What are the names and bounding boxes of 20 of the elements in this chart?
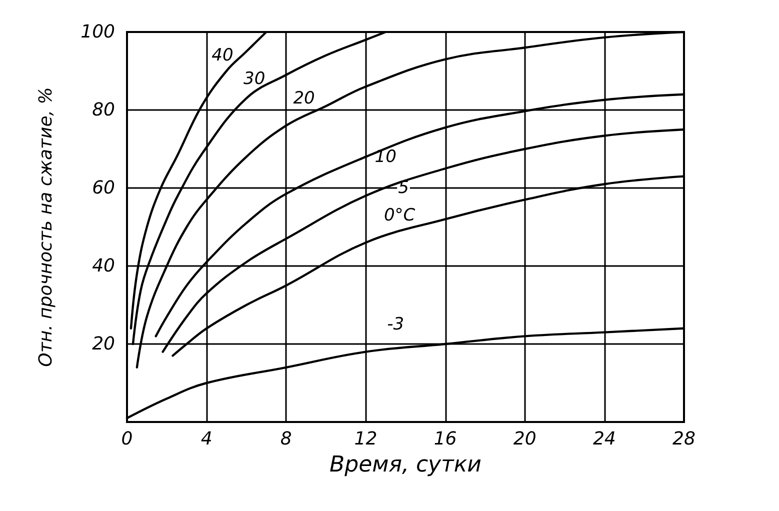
y-tick-label: 100 [80, 22, 115, 42]
y-axis-title: Отн. прочность на сжатие, % [36, 87, 56, 367]
x-axis-title: Время, сутки [330, 452, 482, 478]
x-tick-label: 12 [354, 428, 378, 450]
x-tick-label: 20 [513, 428, 536, 450]
y-tick-label: 80 [92, 100, 115, 120]
x-tick-label: 0 [121, 428, 133, 450]
x-tick-label: 4 [200, 428, 212, 450]
x-tick-label: 24 [592, 428, 616, 450]
y-tick-label: 20 [92, 334, 115, 354]
x-tick-label: 28 [672, 428, 696, 450]
x-tick-label: 8 [280, 428, 292, 450]
y-tick-label: 60 [92, 178, 115, 198]
annotation: 0°C [384, 205, 416, 226]
annotation: 20 [293, 88, 315, 108]
y-tick-label: 40 [92, 256, 115, 276]
x-tick-label: 16 [434, 428, 457, 450]
annotation: -3 [387, 314, 404, 334]
annotation: 30 [243, 68, 266, 89]
annotation: 40 [212, 45, 234, 66]
